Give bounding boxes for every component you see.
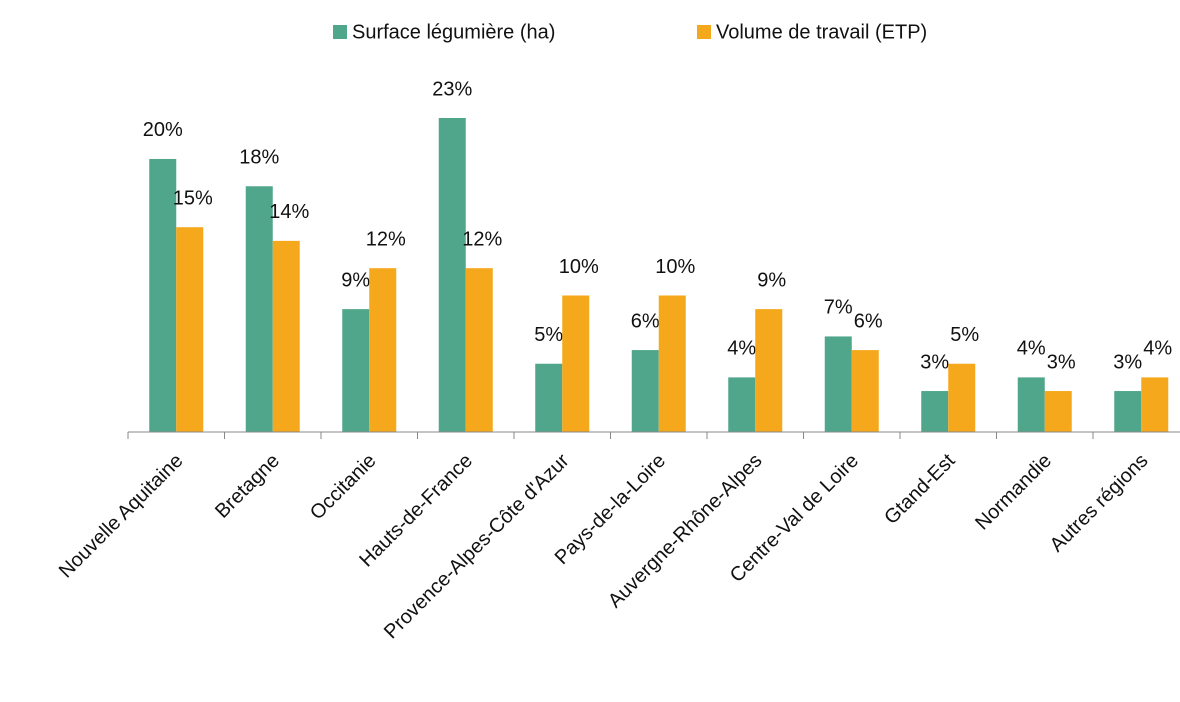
- bar: [658, 295, 686, 432]
- bar: [465, 268, 493, 432]
- data-label: 3%: [920, 351, 949, 373]
- x-tick-label: Provence-Alpes-Côte d'Azur: [380, 449, 574, 643]
- data-label: 14%: [269, 201, 309, 223]
- data-label: 9%: [341, 269, 370, 291]
- data-label: 6%: [631, 310, 660, 332]
- bar: [851, 350, 879, 432]
- data-label: 23%: [432, 78, 472, 100]
- x-tick-label: Gtand-Est: [880, 449, 960, 529]
- bar: [1114, 391, 1142, 432]
- bar: [342, 309, 370, 432]
- data-label: 10%: [655, 256, 695, 278]
- bar: [176, 227, 204, 432]
- bar: [1044, 391, 1072, 432]
- data-label: 3%: [1113, 351, 1142, 373]
- data-label: 20%: [143, 119, 183, 141]
- x-tick-label: Normandie: [971, 450, 1056, 535]
- data-label: 10%: [559, 256, 599, 278]
- data-label: 6%: [854, 310, 883, 332]
- bar: [824, 336, 852, 432]
- data-label: 5%: [950, 324, 979, 346]
- legend-label: Volume de travail (ETP): [716, 21, 927, 43]
- x-tick-label: Auvergne-Rhône-Alpes: [604, 450, 767, 613]
- bar: [921, 391, 949, 432]
- legend-swatch: [697, 25, 711, 39]
- data-label: 7%: [824, 297, 853, 319]
- bar: [1017, 377, 1045, 432]
- data-label: 15%: [173, 187, 213, 209]
- data-label: 4%: [1017, 338, 1046, 360]
- bar: [535, 363, 563, 432]
- bar: [149, 158, 177, 432]
- bar: [438, 118, 466, 432]
- data-label: 3%: [1047, 351, 1076, 373]
- bar: [562, 295, 590, 432]
- data-label: 5%: [534, 324, 563, 346]
- data-label: 12%: [366, 228, 406, 250]
- bar: [948, 363, 976, 432]
- bar: [369, 268, 397, 432]
- x-tick-label: Occitanie: [306, 450, 381, 525]
- bar: [728, 377, 756, 432]
- bar: [272, 240, 300, 432]
- data-label: 9%: [757, 269, 786, 291]
- data-label: 18%: [239, 147, 279, 169]
- x-tick-label: Nouvelle Aquitaine: [55, 450, 188, 583]
- bar: [1141, 377, 1169, 432]
- data-label: 12%: [462, 228, 502, 250]
- x-tick-label: Autres régions: [1046, 450, 1153, 557]
- bar: [755, 309, 783, 432]
- legend-label: Surface légumière (ha): [352, 21, 555, 43]
- x-tick-label: Bretagne: [211, 450, 284, 523]
- bar: [245, 186, 273, 432]
- bar: [631, 350, 659, 432]
- data-label: 4%: [1143, 338, 1172, 360]
- data-label: 4%: [727, 338, 756, 360]
- legend-swatch: [333, 25, 347, 39]
